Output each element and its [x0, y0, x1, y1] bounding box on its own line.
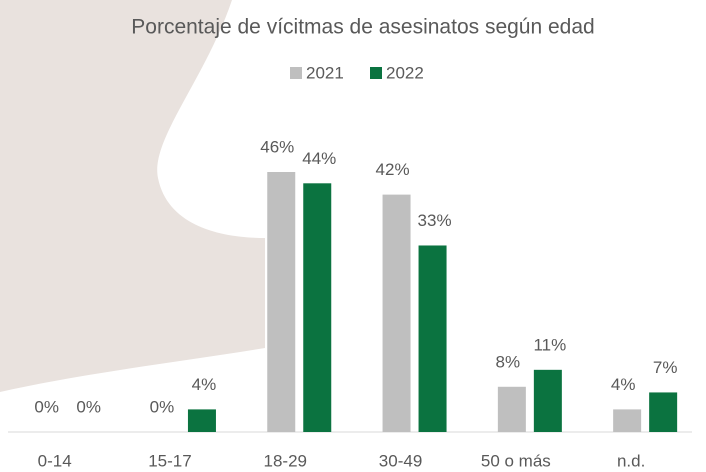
data-label: 33% [418, 211, 452, 230]
legend-swatch [290, 67, 302, 79]
data-label: 42% [376, 160, 410, 179]
x-tick-label: n.d. [617, 451, 645, 470]
x-tick-label: 30-49 [379, 451, 422, 470]
data-label: 7% [653, 358, 678, 377]
x-tick-label: 50 o más [481, 451, 551, 470]
chart-title: Porcentaje de vícitmas de asesinatos seg… [131, 16, 594, 39]
data-label: 46% [260, 137, 294, 156]
data-label: 4% [611, 375, 636, 394]
data-label: 0% [76, 397, 101, 416]
data-label: 44% [302, 149, 336, 168]
data-label: 11% [533, 335, 566, 354]
bar [267, 172, 295, 432]
data-label: 4% [192, 375, 217, 394]
bar [303, 183, 331, 432]
legend-swatch [370, 67, 382, 79]
bar [613, 409, 641, 432]
bar [649, 392, 677, 432]
legend-label: 2022 [386, 63, 424, 82]
x-tick-label: 0-14 [38, 451, 72, 470]
x-tick-label: 18-29 [264, 451, 307, 470]
bar [188, 409, 216, 432]
legend-label: 2021 [306, 63, 344, 82]
bar [498, 387, 526, 432]
bar [534, 370, 562, 432]
background-shape [0, 0, 265, 392]
chart: Porcentaje de vícitmas de asesinatos seg… [0, 0, 706, 472]
data-label: 8% [496, 352, 521, 371]
data-label: 0% [34, 397, 59, 416]
x-tick-label: 15-17 [148, 451, 191, 470]
bar [383, 195, 411, 432]
bar [419, 245, 447, 432]
data-label: 0% [150, 397, 175, 416]
